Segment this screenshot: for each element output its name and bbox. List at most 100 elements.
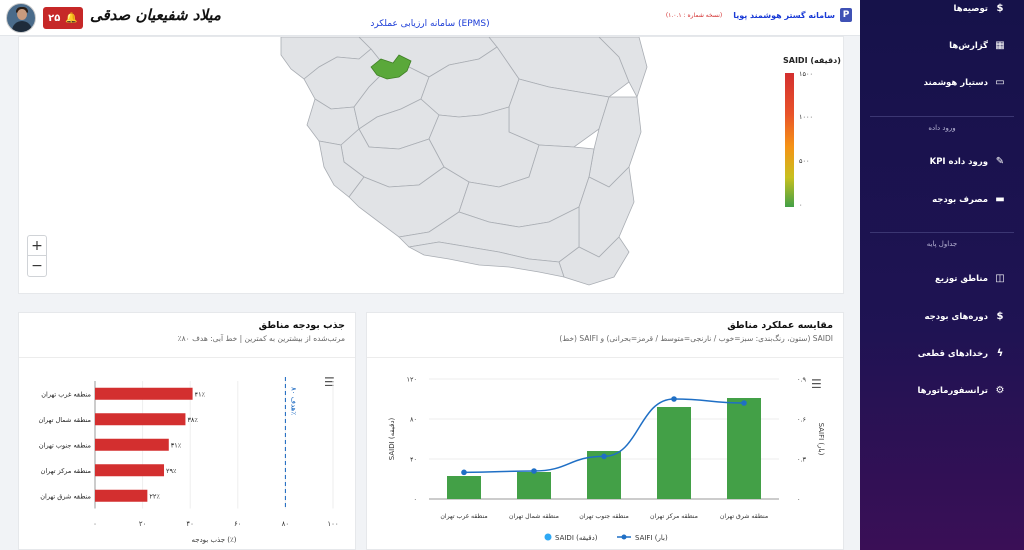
notification-count: ۲۵ (48, 12, 61, 24)
category-label: منطقه مرکز تهران (650, 513, 698, 520)
saifi-point (461, 469, 467, 476)
dollar-recommend-icon: $ (996, 3, 1004, 14)
brand-name: سامانه گستر هوشمند پویا (733, 10, 835, 20)
sidebar-item-kpi-entry[interactable]: ✎ ورود داده KPI (930, 156, 1006, 167)
sidebar-item-label: توصیه‌ها (953, 3, 988, 14)
sidebar-item-label: گزارش‌ها (949, 40, 988, 51)
budget-chart: ۰ ۲۰ ۴۰ ۶۰ ۸۰ ۱۰۰ منطقه غرب تهران ۴۱٪ منطقه شمال… (38, 377, 339, 544)
y-axis-label: SAIDI (دقیقه) (388, 418, 396, 461)
x-tick-label: ۸۰ (282, 520, 290, 528)
y-tick-label: ۰ (414, 496, 418, 504)
category-label: منطقه شرق تهران (720, 513, 768, 520)
y2-axis-label: SAIFI (بار) (817, 423, 825, 456)
sidebar-item-regions[interactable]: ◫ مناطق توزیع (935, 273, 1006, 284)
y2-tick-label: ۰.۳ (797, 456, 807, 464)
saifi-point (741, 400, 747, 406)
budget-bar (95, 413, 186, 426)
budget-card-subtitle: مرتب‌شده از بیشترین به کمترین | خط آبی: … (177, 334, 345, 343)
legend-tick: ۰ (799, 201, 803, 209)
category-label: منطقه شمال تهران (38, 416, 91, 424)
performance-chart: ۰ ۴۰ ۸۰ ۱۲۰ ۰ ۰.۳ ۰.۶ ۰.۹ منطقه غرب تهران منطقه ش… (388, 376, 825, 543)
saidi-bar (447, 476, 481, 499)
sidebar-item-recommendations[interactable]: $ توصیه‌ها (954, 3, 1006, 14)
saidi-bar (727, 398, 761, 499)
avatar[interactable] (6, 3, 36, 33)
y2-tick-label: ۰.۹ (797, 376, 807, 384)
sidebar-item-assistant[interactable]: ▭ دستیار هوشمند (924, 77, 1006, 88)
data-label: ۳۱٪ (171, 441, 182, 449)
saifi-point (671, 396, 677, 402)
saidi-bar (657, 407, 691, 499)
budget-bar (95, 464, 165, 477)
tehran-region-highlight (370, 54, 412, 80)
legend-saifi-marker (621, 534, 627, 540)
data-label: ۳۸٪ (187, 416, 198, 424)
performance-card: مقایسه عملکرد مناطق SAIDI (ستون، رنگ‌بند… (366, 312, 844, 550)
budget-card-title: جذب بودجه مناطق (258, 320, 345, 331)
legend-saifi-label: SAIFI (بار) (635, 534, 668, 542)
section-data-entry: ورود داده (928, 124, 956, 132)
chat-icon: ▭ (995, 77, 1005, 88)
notification-button[interactable]: ۲۵ 🔔 (43, 7, 83, 29)
legend-tick: ۱۵۰۰ (799, 70, 813, 78)
performance-chart-menu-icon[interactable]: ☰ (811, 377, 822, 391)
budget-card: جذب بودجه مناطق مرتب‌شده از بیشترین به ک… (18, 312, 356, 550)
report-icon: ▦ (995, 40, 1005, 51)
y-tick-label: ۴۰ (410, 456, 417, 464)
iran-map[interactable] (19, 37, 845, 295)
user-name: میلاد شفیعیان صدقی (90, 6, 221, 24)
budget-bar (95, 387, 193, 400)
category-label: منطقه شرق تهران (40, 492, 91, 500)
category-label: منطقه شمال تهران (509, 513, 559, 520)
sidebar-item-label: مصرف بودجه (932, 194, 988, 205)
y2-tick-label: ۰.۶ (797, 416, 806, 424)
legend-saidi-marker (544, 533, 552, 541)
card-divider (367, 357, 843, 358)
sidebar-item-budget-periods[interactable]: $ دوره‌های بودجه (924, 311, 1006, 322)
zoom-in-button[interactable]: + (28, 236, 46, 256)
section-base-tables: جداول پایه (926, 240, 958, 248)
x-tick-label: ۶۰ (234, 520, 242, 528)
sidebar-item-outages[interactable]: ϟ رخدادهای قطعی (918, 348, 1006, 359)
sidebar-divider (870, 232, 1014, 233)
dollar-icon: $ (996, 311, 1004, 322)
map-card: + − SAIDI (دقیقه) ۱۵۰۰ ۱۰۰۰ ۵۰۰ ۰ (18, 36, 844, 294)
x-tick-label: ۱۰۰ (327, 520, 338, 528)
x-tick-label: ۰ (93, 520, 97, 528)
data-label: ۲۹٪ (166, 467, 177, 475)
card-icon: ▬ (995, 194, 1005, 205)
sidebar-item-transformers[interactable]: ⚙ ترانسفورماتورها (917, 385, 1006, 396)
y-tick-label: ۸۰ (410, 416, 417, 424)
performance-card-title: مقایسه عملکرد مناطق (727, 320, 833, 331)
map-region (407, 241, 565, 278)
budget-chart-menu-icon[interactable]: ☰ (324, 375, 335, 389)
budget-bar (95, 489, 148, 502)
card-divider (19, 357, 355, 358)
sidebar-item-label: دوره‌های بودجه (924, 311, 988, 322)
map-legend-colorbar (785, 73, 794, 207)
category-label: منطقه جنوب تهران (39, 441, 91, 449)
bolt-icon: ϟ (996, 348, 1004, 359)
brand[interactable]: P سامانه گستر هوشمند پویا (نسخه شماره : … (666, 8, 852, 22)
sidebar-item-reports[interactable]: ▦ گزارش‌ها (949, 40, 1006, 51)
sidebar-item-label: ترانسفورماتورها (917, 385, 988, 396)
map-legend-title: SAIDI (دقیقه) (783, 56, 841, 65)
bell-icon: 🔔 (65, 12, 78, 24)
category-label: منطقه جنوب تهران (579, 513, 629, 520)
data-label: ۲۲٪ (149, 492, 160, 500)
version-label: (نسخه شماره : ۱.۰.۱) (665, 11, 723, 19)
saidi-bar (517, 472, 551, 499)
target-label: هدف ۸۰٪ (289, 387, 297, 415)
data-label: ۴۱٪ (195, 390, 206, 398)
system-title: سامانه ارزیابی عملکرد (EPMS) (370, 19, 490, 29)
legend-saidi-label: SAIDI (دقیقه) (555, 534, 598, 542)
sidebar-item-label: مناطق توزیع (935, 273, 988, 284)
x-tick-label: ۲۰ (139, 520, 147, 528)
sidebar-item-label: دستیار هوشمند (923, 77, 988, 88)
category-label: منطقه غرب تهران (41, 390, 91, 398)
pencil-icon: ✎ (995, 156, 1005, 167)
y-tick-label: ۱۲۰ (407, 376, 417, 384)
legend-tick: ۵۰۰ (799, 157, 810, 165)
sidebar-item-budget-usage[interactable]: ▬ مصرف بودجه (932, 194, 1006, 205)
zoom-out-button[interactable]: − (31, 258, 43, 274)
